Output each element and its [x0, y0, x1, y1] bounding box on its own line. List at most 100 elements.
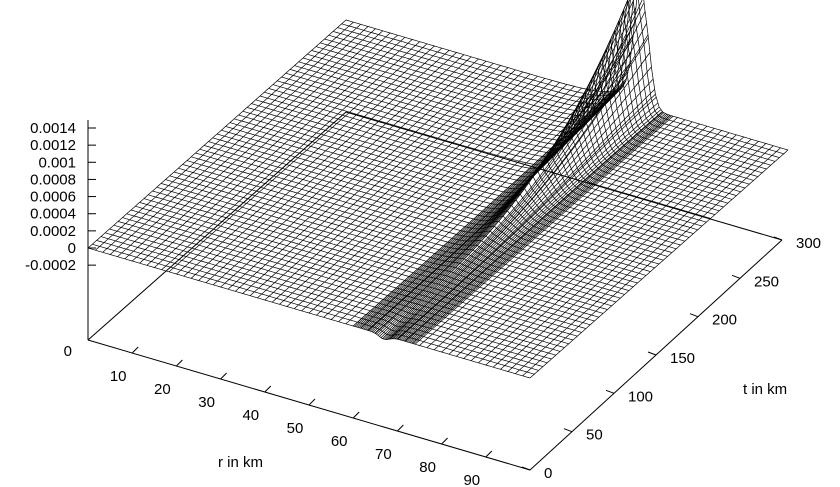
z-tick-label: 0.0002 [30, 223, 76, 240]
plot-axes [87, 111, 783, 471]
t-tick [605, 389, 615, 394]
r-tick [441, 437, 448, 445]
t-tick [521, 466, 531, 471]
mesh-line-r [198, 52, 457, 281]
mesh-line-r [338, 90, 597, 322]
back-floor-line [345, 111, 783, 241]
z-tick-label: 0.001 [38, 154, 76, 171]
ridge-line [386, 11, 646, 340]
r-tick-label: 10 [110, 368, 127, 385]
r-tick-label: 50 [287, 420, 304, 437]
mesh-line-r [492, 138, 752, 368]
z-tick-label: -0.0002 [25, 257, 76, 274]
r-tick-label: 70 [375, 446, 392, 463]
ridge-line [396, 89, 655, 340]
mesh-line-r [404, 111, 664, 342]
r-tick [485, 450, 493, 458]
mesh-line-r [441, 123, 700, 353]
ridge-line [385, 2, 645, 340]
mesh-line-r [183, 47, 443, 277]
ridge-line [377, 7, 637, 336]
ridge-line [402, 109, 661, 341]
ridge-line [352, 91, 612, 327]
back-axis-line [87, 111, 347, 341]
mesh-line-r [507, 143, 767, 372]
z-tick-label: 0.0004 [30, 206, 76, 223]
mesh-line-r [470, 132, 730, 361]
t-tick [731, 274, 741, 279]
r-axis-title: r in km [218, 454, 263, 471]
mesh-line-r [485, 136, 745, 366]
mesh-line-r [529, 149, 789, 379]
r-tick [308, 398, 316, 406]
z-tick-label: 0.0014 [30, 120, 76, 137]
ridge-line [393, 66, 652, 339]
r-tick-label: 40 [242, 407, 259, 424]
mesh-line-r [168, 43, 428, 273]
mesh-line-r [227, 60, 487, 290]
z-tick-label: 0.0008 [30, 171, 76, 188]
mesh-line-r [242, 65, 501, 294]
mesh-line-r [478, 134, 737, 364]
t-tick-label: 0 [544, 465, 552, 482]
t-tick-label: 150 [670, 350, 695, 367]
mesh-line-r [500, 141, 759, 370]
ridge-line [383, 0, 643, 340]
r-tick [397, 424, 404, 432]
ridge-line [407, 113, 666, 343]
mesh-line-r [515, 145, 774, 374]
base-zero-label: 0 [64, 343, 72, 360]
t-tick [773, 236, 783, 241]
mesh-line-r [448, 125, 708, 355]
ridge-line [379, 0, 634, 337]
mesh-line-r [433, 121, 693, 351]
ridge-line [380, 0, 631, 338]
ridge-line [366, 82, 626, 331]
r-tick [176, 359, 183, 367]
surface-mesh [87, 0, 789, 379]
ridge-line [376, 23, 635, 335]
t-tick-label: 200 [712, 312, 737, 329]
z-tick-label: 0 [68, 240, 76, 257]
mesh-line-r [109, 26, 369, 255]
r-tick [352, 411, 360, 419]
t-tick [563, 428, 573, 433]
ridge-line [411, 115, 671, 344]
mesh-line-r [154, 39, 413, 268]
mesh-line-r [323, 87, 582, 318]
ridge-line [394, 79, 654, 339]
r-tick-label: 30 [198, 394, 215, 411]
z-tick-label: 0.0006 [30, 189, 76, 206]
mesh-line-r [294, 80, 553, 309]
mesh-line-r [205, 54, 465, 283]
mesh-line-r [117, 28, 376, 257]
mesh-line-r [87, 19, 347, 249]
mesh-line-r [161, 41, 420, 270]
ridge-line [413, 115, 672, 344]
mesh-line-r [139, 34, 398, 264]
mesh-line-r [190, 50, 450, 279]
r-tick [220, 372, 227, 380]
ridge-line [390, 37, 649, 340]
mesh-line-r [463, 130, 722, 359]
mesh-line-r [456, 128, 715, 357]
mesh-line-r [249, 67, 509, 296]
ridge-line [404, 111, 663, 342]
ridge-line [388, 22, 648, 340]
mesh-line-r [330, 89, 590, 320]
mesh-line-r [176, 45, 435, 275]
r-tick-label: 60 [331, 433, 348, 450]
ridge-line [382, 0, 629, 339]
mesh-line-r [271, 73, 531, 303]
mesh-line-r [522, 147, 781, 377]
mesh-line-r [131, 32, 391, 262]
ridge-line [365, 85, 624, 330]
ridge-line [408, 113, 668, 343]
ridge-line [400, 106, 660, 341]
tick-labels: 0.00140.00120.0010.00080.00060.00040.000… [25, 120, 821, 487]
mesh-line-r [419, 117, 678, 346]
mesh-line-r [286, 78, 546, 307]
mesh-line-r [301, 82, 560, 312]
ridge-line [414, 115, 674, 345]
ridge-line [368, 78, 627, 331]
